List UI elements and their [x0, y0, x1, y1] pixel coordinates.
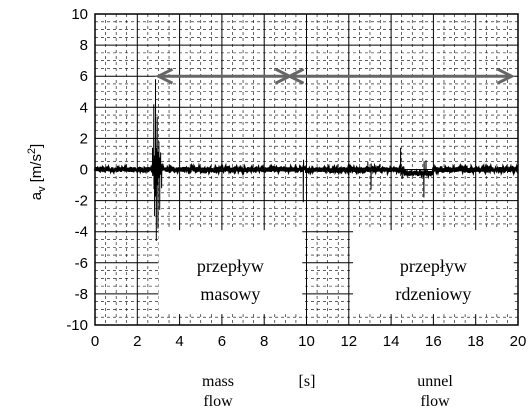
ylabel-base: a: [28, 191, 45, 200]
ylabel-close: ]: [28, 144, 45, 148]
annotation-core-line2: rdzeniowy: [395, 284, 471, 304]
caption-mass-flow: flow: [203, 393, 233, 410]
core-flow-arrow-head-left: [286, 67, 305, 85]
x-axis-label: [s]: [299, 373, 316, 390]
y-tick-label: 10: [71, 6, 88, 23]
annotation-box-core: [353, 230, 514, 315]
x-tick-label: 12: [340, 333, 357, 350]
caption-mass: mass: [202, 373, 234, 390]
region-arrows: [155, 67, 516, 85]
x-tick-label: 16: [425, 333, 442, 350]
y-tick-label: 8: [80, 37, 88, 54]
caption-unnel-flow: flow: [420, 393, 450, 410]
y-tick-label: -4: [75, 224, 88, 241]
annotation-mass-line2: masowy: [200, 284, 260, 304]
y-tick-label: 2: [80, 130, 88, 147]
x-tick-labels: 0 2 4 6 8 10 12 14 16 18 20: [91, 333, 527, 350]
plot-frame: [94, 13, 519, 326]
ylabel-sup: 2: [26, 148, 38, 154]
y-tick-label: 0: [80, 162, 88, 179]
x-tick-label: 20: [510, 333, 527, 350]
y-tick-labels: 10 8 6 4 2 0 -2 -4 -6 -8 -10: [66, 6, 88, 334]
x-tick-label: 4: [175, 333, 183, 350]
x-tick-label: 8: [260, 333, 268, 350]
y-tick-label: -8: [75, 286, 88, 303]
x-tick-label: 10: [298, 333, 315, 350]
signal-baseline: [93, 162, 519, 180]
y-tick-label: -2: [75, 193, 88, 210]
x-tick-label: 14: [383, 333, 400, 350]
x-tick-label: 2: [133, 333, 141, 350]
annotation-core-line1: przepływ: [400, 256, 467, 276]
annotation-boxes: przepływ masowy przepływ rdzeniowy: [158, 230, 514, 315]
core-flow-arrow-head-right: [496, 67, 516, 85]
y-axis-label: av [m/s2]: [26, 144, 48, 200]
ylabel-unit: [m/s: [28, 154, 45, 182]
annotation-mass-line1: przepływ: [197, 256, 264, 276]
y-tick-label: 6: [80, 68, 88, 85]
y-tick-label: -10: [66, 317, 88, 334]
x-tick-label: 6: [218, 333, 226, 350]
y-tick-label: 4: [80, 99, 88, 116]
mass-flow-arrow-head-left: [155, 67, 174, 85]
ylabel-sub: v: [36, 186, 48, 192]
x-tick-label: 0: [91, 333, 99, 350]
x-tick-label: 18: [467, 333, 484, 350]
caption-unnel: unnel: [417, 373, 453, 390]
y-tick-label: -6: [75, 255, 88, 272]
annotation-box-mass: [158, 230, 303, 315]
